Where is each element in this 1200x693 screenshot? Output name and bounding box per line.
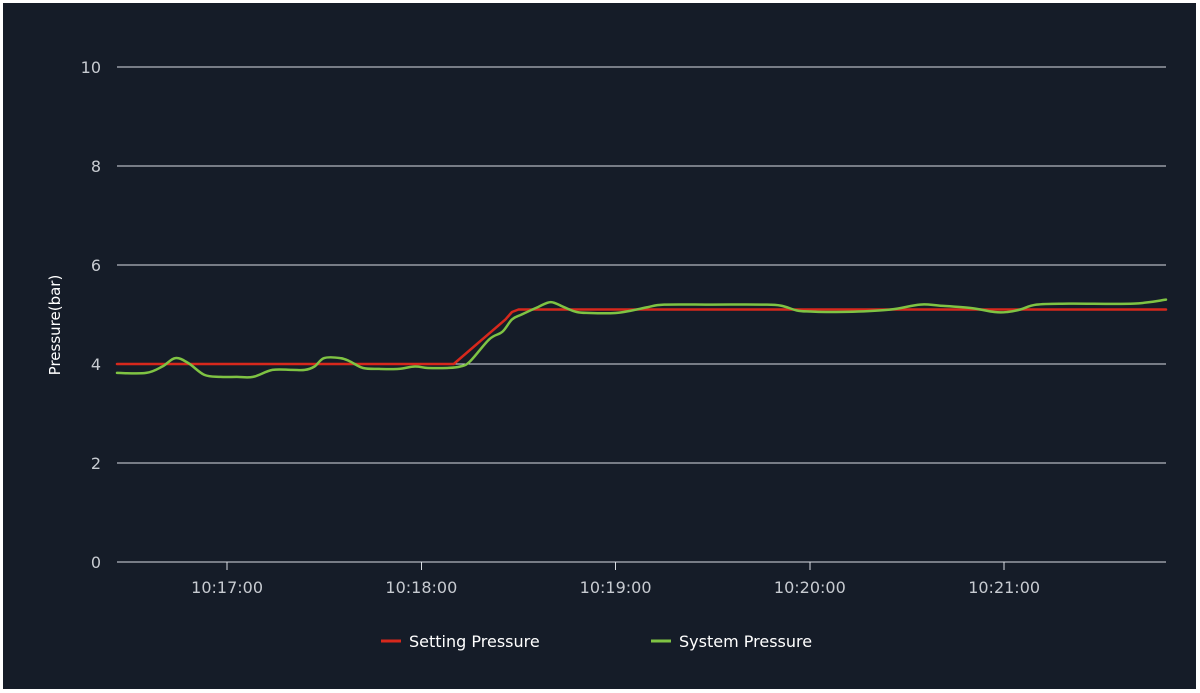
series-lines	[115, 298, 1168, 379]
grid-lines	[117, 66, 1166, 563]
y-tick-label: 4	[91, 355, 101, 374]
y-tick-label: 6	[91, 256, 101, 275]
y-tick-label: 10	[81, 58, 101, 77]
y-tick-label: 0	[91, 553, 101, 572]
legend: Setting Pressure System Pressure	[381, 632, 812, 651]
y-axis-title: Pressure(bar)	[46, 275, 64, 376]
x-tick-label: 10:19:00	[580, 578, 652, 597]
x-axis-ticks: 10:17:00 10:18:00 10:19:00 10:20:00 10:21:00	[191, 562, 1040, 597]
system-pressure-line	[115, 298, 1168, 379]
legend-label-setting-pressure: Setting Pressure	[409, 632, 540, 651]
x-tick-label: 10:17:00	[191, 578, 263, 597]
x-tick-label: 10:18:00	[385, 578, 457, 597]
y-tick-label: 8	[91, 157, 101, 176]
setting-pressure-line	[115, 308, 1168, 366]
x-tick-label: 10:21:00	[968, 578, 1040, 597]
y-axis-ticks: 0 2 4 6 8 10	[81, 58, 101, 572]
x-tick-label: 10:20:00	[774, 578, 846, 597]
y-tick-label: 2	[91, 454, 101, 473]
chart-panel	[3, 3, 1196, 689]
legend-label-system-pressure: System Pressure	[679, 632, 812, 651]
